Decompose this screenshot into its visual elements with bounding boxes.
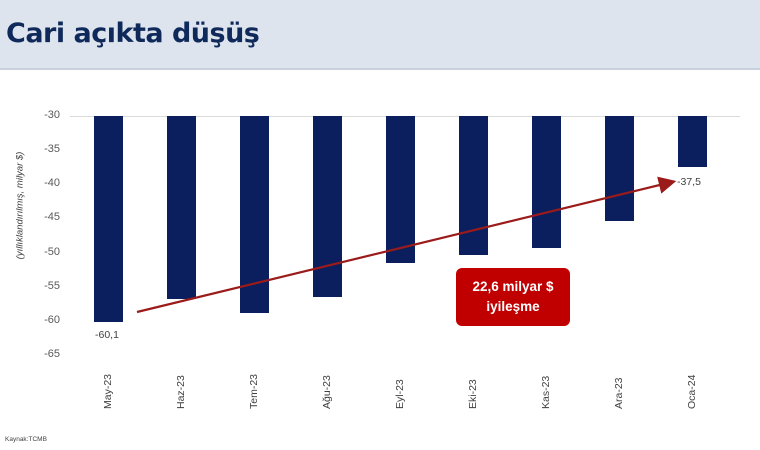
y-tick: -30	[44, 109, 60, 121]
y-tick: -55	[44, 279, 60, 292]
callout-amount: 22,6 milyar $	[472, 279, 554, 294]
source-note: Kaynak:TCMB	[5, 436, 47, 443]
bar	[678, 116, 707, 168]
y-tick: -60	[44, 313, 60, 326]
y-tick: -65	[44, 348, 60, 361]
page-title: Cari açıkta düşüş	[6, 18, 260, 49]
bar	[240, 116, 269, 313]
bar	[167, 116, 196, 300]
y-tick: -50	[44, 245, 60, 258]
value-label-first: -60,1	[95, 329, 119, 341]
bar	[94, 116, 123, 322]
callout-text: iyileşme	[486, 299, 540, 314]
bar	[532, 116, 561, 248]
y-tick: -35	[44, 143, 60, 156]
title-banner: Cari açıkta düşüş	[0, 0, 760, 70]
value-label-last: -37,5	[677, 176, 701, 188]
improvement-callout: 22,6 milyar $ iyileşme	[456, 268, 570, 326]
y-tick: -40	[44, 177, 60, 190]
bar	[386, 116, 415, 263]
bar	[605, 116, 634, 222]
y-tick: -45	[44, 211, 60, 224]
